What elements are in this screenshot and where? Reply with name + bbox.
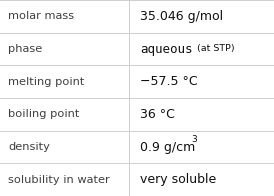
Text: density: density: [8, 142, 50, 152]
Text: very soluble: very soluble: [140, 173, 216, 186]
Text: boiling point: boiling point: [8, 109, 79, 119]
Text: 0.9 g/cm: 0.9 g/cm: [140, 141, 196, 153]
Text: 3: 3: [191, 135, 197, 144]
Text: 36 °C: 36 °C: [140, 108, 175, 121]
Text: phase: phase: [8, 44, 42, 54]
Text: 35.046 g/mol: 35.046 g/mol: [140, 10, 223, 23]
Text: melting point: melting point: [8, 77, 85, 87]
Text: aqueous: aqueous: [140, 43, 193, 55]
Text: (at STP): (at STP): [194, 44, 234, 54]
Text: molar mass: molar mass: [8, 11, 74, 21]
Text: solubility in water: solubility in water: [8, 175, 110, 185]
Text: −57.5 °C: −57.5 °C: [140, 75, 198, 88]
